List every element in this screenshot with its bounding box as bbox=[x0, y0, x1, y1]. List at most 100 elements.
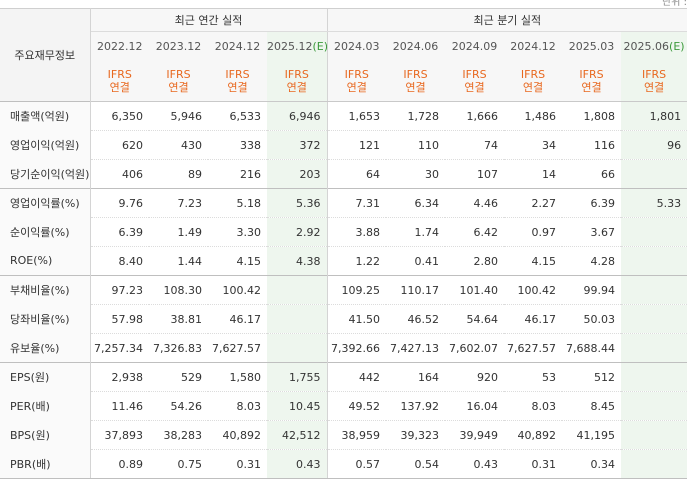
value-cell: 5.33 bbox=[621, 188, 688, 218]
value-cell: 109.25 bbox=[326, 275, 387, 305]
table-row: PER(배) 11.46 54.26 8.03 10.45 49.52 137.92 16.0… bbox=[0, 391, 688, 421]
value-cell: 7.31 bbox=[326, 188, 387, 218]
period-label: 2024.12 bbox=[510, 40, 556, 53]
row-label: 순이익률(%) bbox=[0, 217, 91, 247]
value-cell: 101.40 bbox=[445, 275, 505, 305]
value-cell: 7,257.34 bbox=[89, 333, 149, 363]
consolidated-label: 연결 bbox=[168, 81, 189, 94]
value-cell: 1.49 bbox=[149, 217, 208, 247]
value-cell: 39,949 bbox=[445, 420, 505, 450]
value-cell: 512 bbox=[562, 362, 622, 392]
row-label: PER(배) bbox=[0, 391, 91, 421]
value-cell: 49.52 bbox=[326, 391, 387, 421]
value-cell: 338 bbox=[208, 130, 267, 160]
value-cell: 442 bbox=[326, 362, 387, 392]
value-cell: 0.31 bbox=[504, 449, 563, 479]
period-label: 2025.03 bbox=[568, 40, 615, 53]
ifrs-header: IFRS 연결 bbox=[562, 61, 622, 102]
value-cell: 3.67 bbox=[562, 217, 622, 247]
ifrs-header: IFRS 연결 bbox=[445, 61, 505, 102]
value-cell: 54.26 bbox=[149, 391, 208, 421]
value-cell: 38.81 bbox=[149, 304, 208, 334]
value-cell: 1.22 bbox=[326, 246, 387, 276]
ifrs-header: IFRS 연결 bbox=[149, 61, 208, 102]
value-cell: 46.17 bbox=[504, 304, 563, 334]
value-cell: 96 bbox=[621, 130, 688, 160]
value-cell: 1,666 bbox=[445, 101, 505, 131]
value-cell: 8.45 bbox=[562, 391, 622, 421]
value-cell: 164 bbox=[386, 362, 446, 392]
value-cell: 8.03 bbox=[504, 391, 563, 421]
value-cell bbox=[621, 246, 688, 276]
value-cell: 57.98 bbox=[89, 304, 149, 334]
value-cell: 2.92 bbox=[267, 217, 328, 247]
ifrs-header: IFRS 연결 bbox=[504, 61, 563, 102]
row-label: 당좌비율(%) bbox=[0, 304, 91, 334]
consolidated-label: 연결 bbox=[286, 81, 307, 94]
value-cell: 66 bbox=[562, 159, 622, 189]
value-cell: 121 bbox=[326, 130, 387, 160]
value-cell: 1.74 bbox=[386, 217, 446, 247]
value-cell: 46.17 bbox=[208, 304, 267, 334]
value-cell: 99.94 bbox=[562, 275, 622, 305]
value-cell: 6,350 bbox=[89, 101, 149, 131]
value-cell bbox=[621, 304, 688, 334]
value-cell: 0.75 bbox=[149, 449, 208, 479]
ifrs-header: IFRS 연결 bbox=[621, 61, 688, 102]
value-cell: 1,580 bbox=[208, 362, 267, 392]
value-cell: 7,427.13 bbox=[386, 333, 446, 363]
value-cell: 1,486 bbox=[504, 101, 563, 131]
unit-label: 단위 : bbox=[662, 0, 687, 8]
ifrs-label: IFRS bbox=[107, 68, 132, 81]
value-cell: 5.18 bbox=[208, 188, 267, 218]
period-header: 2022.12 bbox=[89, 31, 149, 61]
table-row: EPS(원) 2,938 529 1,580 1,755 442 164 920 53 512 bbox=[0, 362, 688, 392]
consolidated-label: 연결 bbox=[109, 81, 130, 94]
value-cell: 3.30 bbox=[208, 217, 267, 247]
value-cell: 14 bbox=[504, 159, 563, 189]
period-header: 2024.12 bbox=[504, 31, 563, 61]
value-cell: 100.42 bbox=[504, 275, 563, 305]
row-label: BPS(원) bbox=[0, 420, 91, 450]
period-header: 2025.12(E) bbox=[267, 31, 328, 61]
row-label: 부채비율(%) bbox=[0, 275, 91, 305]
value-cell: 50.03 bbox=[562, 304, 622, 334]
consolidated-label: 연결 bbox=[405, 81, 426, 94]
value-cell: 53 bbox=[504, 362, 563, 392]
value-cell: 46.52 bbox=[386, 304, 446, 334]
period-header: 2024.03 bbox=[326, 31, 387, 61]
row-label: PBR(배) bbox=[0, 449, 91, 479]
value-cell: 1,808 bbox=[562, 101, 622, 131]
value-cell: 8.03 bbox=[208, 391, 267, 421]
period-label: 2024.06 bbox=[392, 40, 439, 53]
period-label: 2023.12 bbox=[155, 40, 202, 53]
value-cell: 10.45 bbox=[267, 391, 328, 421]
ifrs-label: IFRS bbox=[579, 68, 604, 81]
period-header: 2025.06(E) bbox=[621, 31, 688, 61]
period-label: 2025.06 bbox=[623, 40, 670, 53]
value-cell: 6.34 bbox=[386, 188, 446, 218]
value-cell: 38,283 bbox=[149, 420, 208, 450]
value-cell: 0.43 bbox=[267, 449, 328, 479]
value-cell: 4.46 bbox=[445, 188, 505, 218]
value-cell: 64 bbox=[326, 159, 387, 189]
value-cell: 34 bbox=[504, 130, 563, 160]
period-label: 2022.12 bbox=[97, 40, 143, 53]
row-label: 영업이익률(%) bbox=[0, 188, 91, 218]
value-cell: 1,755 bbox=[267, 362, 328, 392]
value-cell bbox=[621, 420, 688, 450]
value-cell: 40,892 bbox=[504, 420, 563, 450]
value-cell: 5.36 bbox=[267, 188, 328, 218]
value-cell: 0.54 bbox=[386, 449, 446, 479]
value-cell bbox=[621, 159, 688, 189]
value-cell: 4.15 bbox=[504, 246, 563, 276]
ifrs-header: IFRS 연결 bbox=[386, 61, 446, 102]
value-cell: 6.42 bbox=[445, 217, 505, 247]
value-cell: 38,959 bbox=[326, 420, 387, 450]
corner-header: 주요재무정보 bbox=[0, 8, 91, 102]
consolidated-label: 연결 bbox=[522, 81, 544, 94]
row-label: EPS(원) bbox=[0, 362, 91, 392]
value-cell bbox=[267, 275, 328, 305]
value-cell: 406 bbox=[89, 159, 149, 189]
estimate-mark: (E) bbox=[669, 40, 685, 53]
